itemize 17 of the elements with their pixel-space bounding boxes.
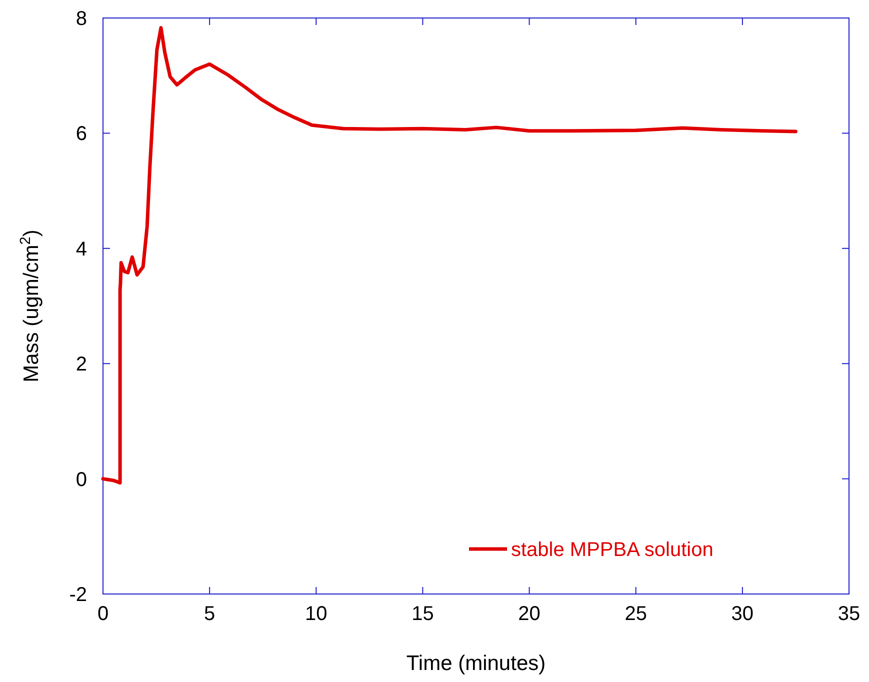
y-tick-label: 0 <box>76 468 87 491</box>
x-tick-label: 10 <box>305 603 328 625</box>
x-tick-label: 25 <box>624 603 647 625</box>
x-tick-label: 35 <box>838 603 860 625</box>
x-tick-label: 0 <box>97 603 109 625</box>
y-tick-label: 8 <box>76 8 87 30</box>
y-tick-label: -2 <box>69 584 87 606</box>
x-tick-label: 20 <box>518 603 540 625</box>
legend-label: stable MPPBA solution <box>511 539 714 561</box>
x-tick-label: 30 <box>731 603 754 625</box>
x-axis-title: Time (minutes) <box>406 652 546 675</box>
y-tick-label: 2 <box>76 354 87 376</box>
y-tick-label: 4 <box>76 238 87 260</box>
x-tick-label: 15 <box>412 603 434 625</box>
line-series <box>101 26 798 485</box>
x-tick-label: 5 <box>204 603 216 625</box>
y-tick-label: 6 <box>76 123 87 146</box>
